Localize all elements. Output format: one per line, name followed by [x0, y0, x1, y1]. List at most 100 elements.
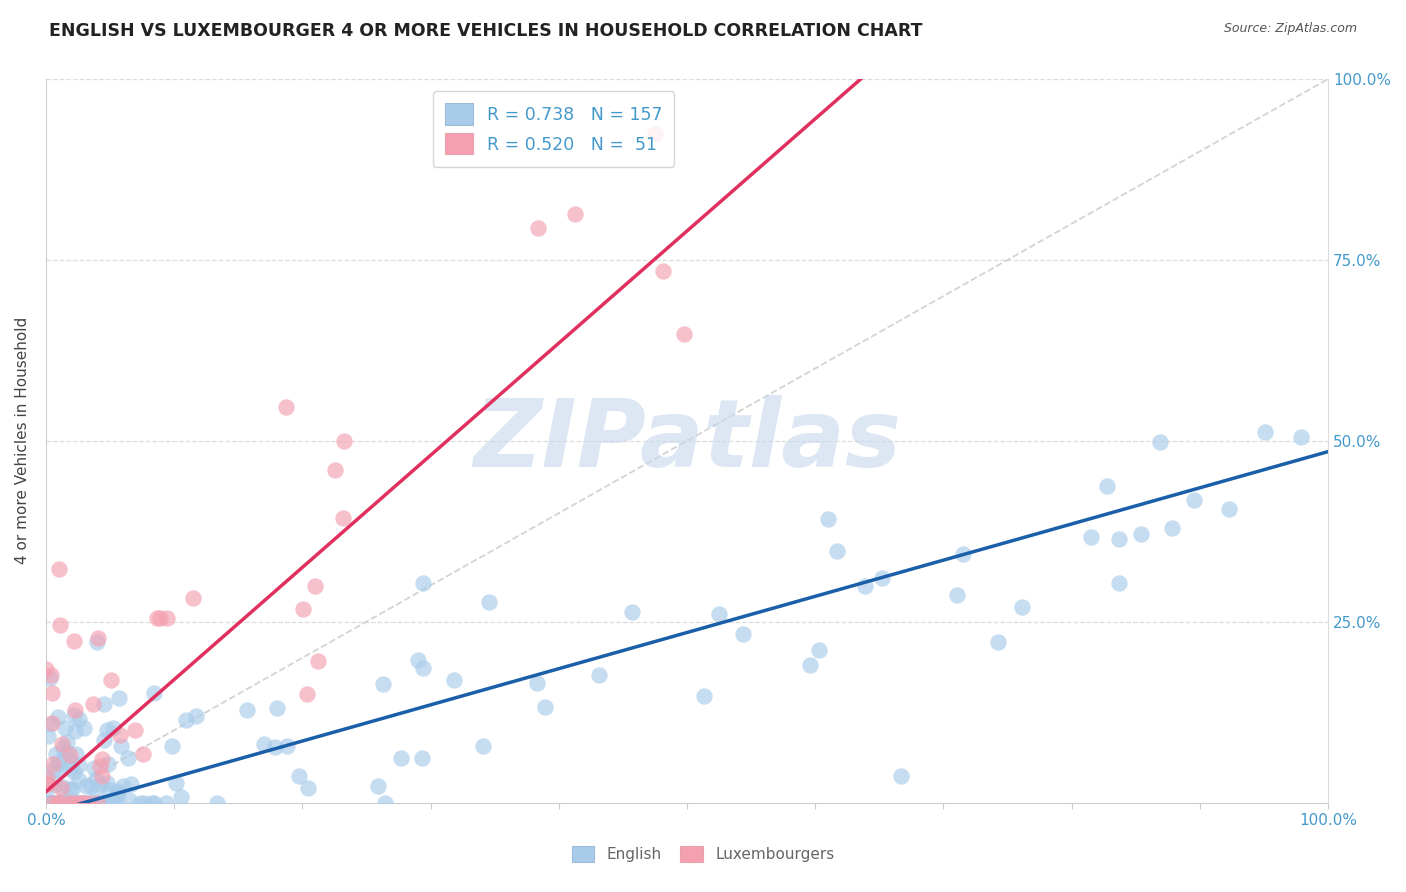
Point: [84, 784, 107, 798]
Point: [63, 723, 86, 738]
Point: [48, 562, 70, 576]
Point: [132, 796, 155, 810]
Point: [100, 673, 122, 688]
Point: [53, 721, 76, 735]
Point: [80, 779, 103, 793]
Point: [66, 796, 89, 810]
Point: [59, 796, 82, 810]
Point: [96, 776, 118, 790]
Point: [41, 796, 63, 810]
Point: [70, 796, 93, 810]
Point: [60, 781, 83, 796]
Point: [1011, 600, 1033, 615]
Point: [527, 220, 550, 235]
Point: [76, 796, 98, 810]
Point: [181, 591, 204, 606]
Point: [60, 796, 83, 810]
Point: [1182, 493, 1205, 508]
Point: [59, 761, 82, 775]
Text: ENGLISH VS LUXEMBOURGER 4 OR MORE VEHICLES IN HOUSEHOLD CORRELATION CHART: ENGLISH VS LUXEMBOURGER 4 OR MORE VEHICL…: [49, 22, 922, 40]
Point: [35, 783, 58, 797]
Point: [39, 668, 62, 682]
Point: [817, 512, 839, 526]
Point: [38, 716, 60, 731]
Point: [471, 739, 494, 753]
Point: [83, 796, 105, 810]
Point: [67, 758, 90, 772]
Point: [35, 777, 58, 791]
Point: [59, 796, 82, 810]
Point: [526, 675, 548, 690]
Point: [59, 796, 82, 810]
Point: [87, 632, 110, 646]
Point: [98, 783, 121, 797]
Point: [264, 739, 287, 754]
Point: [952, 547, 974, 561]
Y-axis label: 4 or more Vehicles in Household: 4 or more Vehicles in Household: [15, 318, 30, 565]
Point: [853, 579, 876, 593]
Point: [128, 796, 150, 810]
Point: [56, 746, 79, 760]
Point: [86, 635, 108, 649]
Point: [49, 618, 72, 632]
Point: [207, 796, 229, 810]
Point: [1161, 521, 1184, 535]
Point: [65, 703, 87, 717]
Point: [62, 796, 84, 810]
Point: [66, 796, 89, 810]
Point: [76, 796, 98, 810]
Point: [59, 756, 82, 770]
Point: [291, 602, 314, 616]
Point: [86, 796, 108, 810]
Point: [112, 779, 135, 793]
Point: [371, 677, 394, 691]
Point: [103, 796, 125, 810]
Point: [90, 777, 112, 791]
Point: [55, 796, 77, 810]
Point: [73, 721, 96, 735]
Point: [49, 764, 72, 778]
Point: [236, 703, 259, 717]
Point: [49, 796, 72, 810]
Point: [142, 686, 165, 700]
Point: [124, 723, 146, 738]
Point: [252, 738, 274, 752]
Text: ZIPatlas: ZIPatlas: [472, 395, 901, 487]
Point: [333, 434, 356, 448]
Point: [652, 263, 675, 277]
Point: [46, 796, 69, 810]
Point: [63, 707, 86, 722]
Point: [35, 662, 58, 676]
Point: [56, 734, 79, 748]
Point: [41, 796, 63, 810]
Point: [945, 588, 967, 602]
Point: [41, 796, 63, 810]
Point: [44, 777, 66, 791]
Point: [107, 784, 129, 798]
Point: [49, 796, 72, 810]
Point: [66, 796, 89, 810]
Point: [70, 796, 93, 810]
Point: [51, 741, 73, 756]
Point: [807, 643, 830, 657]
Point: [51, 796, 73, 810]
Point: [709, 607, 731, 621]
Point: [374, 796, 396, 810]
Text: Source: ZipAtlas.com: Source: ZipAtlas.com: [1223, 22, 1357, 36]
Point: [91, 796, 114, 810]
Point: [62, 796, 84, 810]
Point: [59, 781, 82, 796]
Point: [93, 697, 115, 711]
Point: [75, 780, 97, 794]
Point: [108, 691, 131, 706]
Point: [35, 769, 58, 783]
Point: [478, 595, 501, 609]
Point: [39, 671, 62, 685]
Point: [46, 710, 69, 724]
Point: [62, 796, 84, 810]
Point: [108, 728, 131, 742]
Point: [46, 756, 69, 770]
Legend: English, Luxembourgers: English, Luxembourgers: [565, 840, 841, 868]
Point: [1095, 478, 1118, 492]
Point: [870, 571, 893, 585]
